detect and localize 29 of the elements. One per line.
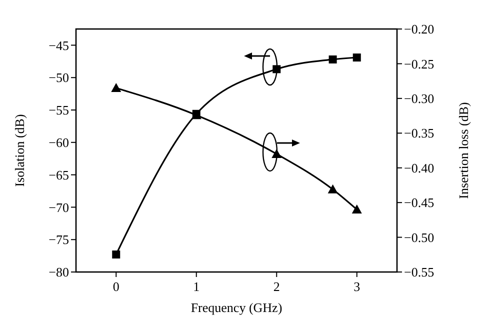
point — [328, 184, 338, 194]
y2-tick-label: −0.45 — [404, 195, 434, 210]
y2-tick-label: −0.25 — [404, 56, 434, 72]
y2-axis-title: Insertion loss (dB) — [456, 102, 472, 199]
point — [328, 55, 337, 64]
y2-tick-label: −0.20 — [404, 22, 434, 37]
y-tick-label: −45 — [48, 38, 69, 53]
y2-tick-label: −0.40 — [404, 160, 434, 176]
x-tick-label: 2 — [273, 279, 280, 294]
x-tick-label: 0 — [112, 279, 120, 294]
y-axis-title: Isolation (dB) — [12, 114, 27, 187]
y-tick-label: −55 — [48, 102, 69, 118]
y-tick-label: −80 — [48, 264, 69, 280]
point — [112, 250, 120, 259]
point — [352, 204, 362, 214]
y2-tick-label: −0.35 — [404, 126, 434, 141]
y-tick-label: −75 — [48, 232, 69, 248]
y2-tick-label: −0.30 — [404, 90, 434, 106]
y-tick-label: −50 — [48, 70, 69, 86]
y2-tick-label: −0.55 — [404, 264, 434, 280]
point — [352, 54, 361, 62]
y-tick-label: −60 — [48, 134, 69, 150]
point — [111, 83, 122, 92]
x-axis-title: Frequency (GHz) — [190, 300, 282, 315]
y-tick-label: −70 — [48, 200, 69, 215]
x-tick-label: 3 — [354, 279, 360, 294]
x-tick-label: 1 — [193, 279, 200, 294]
y2-tick-label: −0.50 — [404, 230, 434, 245]
y-tick-label: −65 — [48, 167, 69, 182]
